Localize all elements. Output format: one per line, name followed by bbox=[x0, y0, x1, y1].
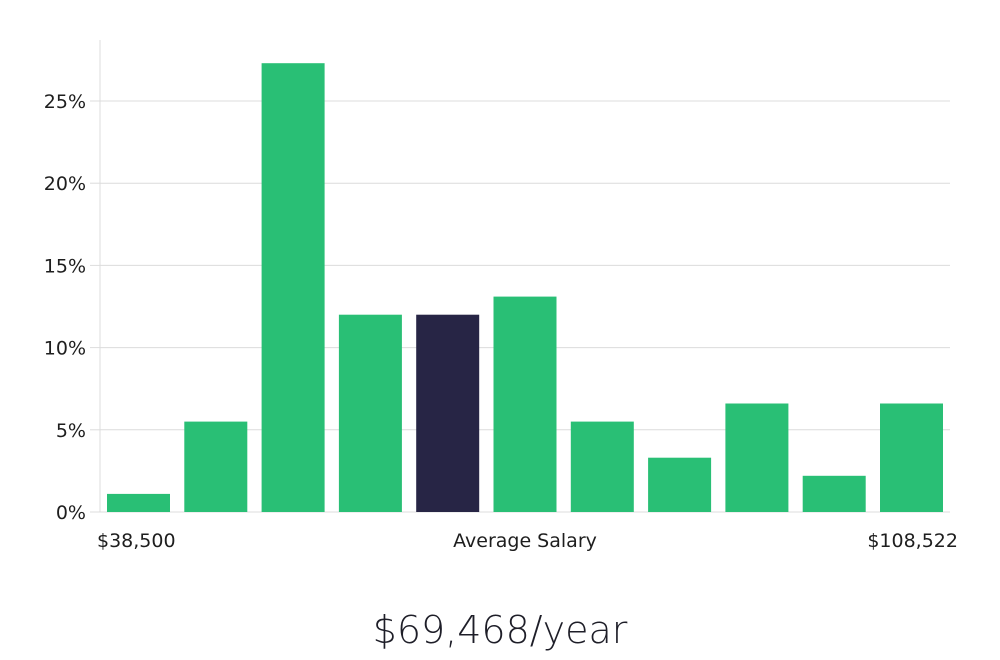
average-salary-value: $69,468/year bbox=[372, 608, 628, 652]
x-label-max: $108,522 bbox=[867, 530, 958, 552]
bar-average-salary bbox=[416, 314, 480, 512]
y-axis-ticks: 0% 5% 10% 15% 20% 25% bbox=[44, 91, 100, 524]
y-tick-label: 15% bbox=[44, 255, 86, 277]
bar bbox=[261, 63, 325, 512]
bar bbox=[338, 314, 402, 512]
bars bbox=[107, 63, 943, 512]
y-tick-label: 10% bbox=[44, 338, 86, 360]
bar bbox=[570, 421, 634, 512]
x-label-min: $38,500 bbox=[97, 530, 176, 552]
bar bbox=[493, 296, 557, 512]
y-tick-label: 25% bbox=[44, 91, 86, 113]
bar bbox=[107, 493, 170, 512]
y-tick-label: 20% bbox=[44, 173, 86, 195]
bar bbox=[880, 403, 943, 512]
y-tick-label: 0% bbox=[56, 502, 86, 524]
x-label-center: Average Salary bbox=[453, 530, 597, 552]
bar bbox=[184, 421, 248, 512]
bar bbox=[648, 457, 712, 512]
y-tick-label: 5% bbox=[56, 420, 86, 442]
bar bbox=[725, 403, 789, 512]
bar bbox=[802, 475, 866, 512]
